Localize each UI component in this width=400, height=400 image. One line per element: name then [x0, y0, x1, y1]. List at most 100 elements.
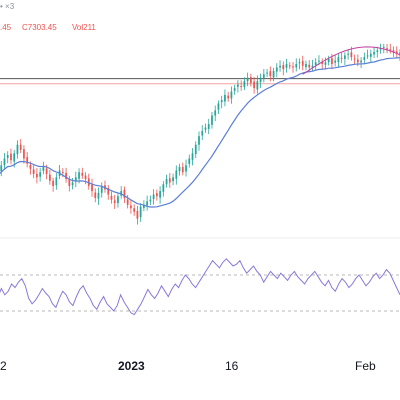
candle-body — [366, 55, 369, 57]
candle-body — [126, 199, 129, 205]
header-close-value: C7303.45 — [22, 23, 57, 32]
candle-body — [243, 81, 246, 88]
candle-body — [48, 174, 51, 181]
candle-body — [181, 167, 184, 173]
upper-channel-line — [302, 46, 400, 75]
candle-body — [237, 84, 239, 87]
candle-body — [288, 65, 291, 67]
candle-body — [52, 180, 54, 186]
candle-body — [23, 149, 25, 159]
candle-body — [188, 158, 191, 164]
candle-body — [19, 144, 22, 150]
candle-body — [143, 204, 145, 208]
x-tick-label-2: 2 — [0, 359, 7, 373]
candle-body — [146, 201, 149, 206]
candle-body — [100, 185, 103, 193]
price-panel[interactable] — [0, 43, 400, 225]
candle-body — [39, 172, 42, 177]
candle-body — [198, 136, 200, 145]
candle-body — [65, 172, 67, 180]
candle-body — [74, 177, 77, 182]
candle-body — [395, 51, 398, 54]
candle-body — [172, 177, 174, 182]
candle-body — [363, 57, 366, 60]
candle-body — [272, 70, 275, 78]
candle-body — [334, 60, 337, 63]
candle-body — [308, 64, 311, 68]
header-ohlc-suffix: .45 — [0, 23, 12, 32]
candle-body — [279, 65, 281, 68]
candle-body — [369, 53, 372, 57]
candle-body — [301, 60, 304, 66]
candle-body — [256, 81, 259, 90]
candle-body — [78, 172, 80, 179]
rsi-panel[interactable] — [0, 258, 400, 316]
candle-body — [68, 179, 71, 186]
candle-body — [356, 59, 359, 63]
candle-body — [42, 167, 45, 171]
candle-body — [392, 50, 395, 53]
candle-body — [155, 193, 158, 197]
candlestick-series — [0, 43, 400, 225]
candle-body — [275, 67, 278, 72]
candle-body — [133, 208, 136, 212]
candle-body — [191, 153, 194, 160]
candle-body — [379, 48, 382, 50]
candle-body — [149, 199, 152, 202]
candle-body — [91, 184, 93, 192]
candle-body — [97, 192, 100, 199]
rsi-line — [0, 258, 400, 316]
candle-body — [324, 62, 327, 65]
x-tick-label-feb: Feb — [355, 359, 376, 373]
candle-body — [55, 177, 58, 186]
candle-body — [84, 175, 87, 180]
candle-body — [305, 64, 307, 68]
candle-body — [136, 211, 139, 219]
moving-average-line — [0, 57, 400, 208]
price-reference-lines — [0, 78, 400, 85]
candle-body — [314, 62, 317, 66]
candle-body — [201, 131, 204, 136]
candle-body — [269, 71, 272, 77]
candle-body — [29, 164, 32, 169]
candle-body — [162, 184, 165, 192]
time-axis: 2 2023 16 Feb — [0, 359, 376, 373]
candle-body — [386, 48, 388, 50]
candle-body — [165, 179, 168, 185]
candle-body — [227, 95, 230, 99]
candle-body — [207, 124, 210, 129]
rsi-level-lines — [0, 274, 400, 312]
candle-body — [32, 169, 35, 174]
candle-body — [71, 182, 74, 186]
candle-body — [262, 74, 265, 78]
candle-body — [3, 158, 6, 166]
candle-body — [331, 58, 333, 65]
candle-body — [266, 72, 268, 74]
candle-body — [113, 200, 116, 204]
candle-body — [253, 81, 255, 89]
candle-body — [204, 127, 207, 130]
candle-body — [36, 173, 38, 178]
candle-body — [0, 165, 3, 172]
candle-body — [45, 168, 48, 174]
candle-body — [337, 57, 340, 62]
candle-body — [220, 100, 223, 103]
candle-body — [107, 188, 110, 195]
candle-body — [211, 115, 213, 125]
candle-body — [10, 153, 12, 161]
candle-body — [344, 55, 346, 59]
candle-body — [376, 50, 379, 53]
candle-body — [285, 64, 288, 68]
candle-body — [327, 58, 330, 63]
candle-body — [6, 155, 9, 158]
candle-body — [373, 52, 375, 55]
candle-body — [382, 46, 385, 48]
candle-body — [259, 77, 262, 82]
candle-body — [139, 206, 142, 218]
candle-body — [217, 103, 220, 110]
candle-body — [94, 192, 97, 198]
candle-body — [159, 191, 161, 198]
candle-body — [389, 49, 392, 51]
candle-body — [321, 61, 324, 65]
